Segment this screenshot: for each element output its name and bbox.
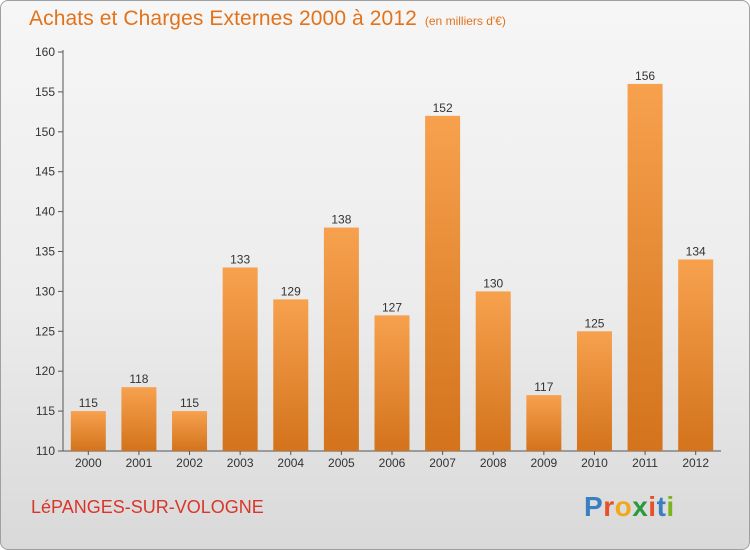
chart-title-text: Achats et Charges Externes 2000 à 2012: [29, 7, 417, 30]
bar-2008: [475, 291, 511, 451]
data-label-2001: 118: [129, 372, 148, 386]
chart-subtitle: (en milliers d'€): [424, 14, 506, 28]
data-label-2012: 134: [686, 244, 706, 258]
x-tick-label-2000: 2000: [75, 456, 102, 470]
bar-2006: [374, 315, 410, 451]
bar-2010: [576, 331, 612, 451]
x-tick-label-2008: 2008: [480, 456, 507, 470]
y-tick-label: 130: [35, 284, 55, 298]
data-label-2009: 117: [534, 380, 553, 394]
logo-letter: x: [632, 491, 649, 522]
y-tick-label: 135: [35, 245, 55, 259]
y-tick-label: 155: [35, 85, 55, 99]
y-tick-label: 145: [35, 165, 55, 179]
y-tick-label: 125: [35, 324, 55, 338]
logo-letter: o: [614, 491, 633, 522]
bar-2007: [425, 115, 461, 451]
y-tick-label: 110: [36, 444, 55, 458]
chart-bars: [70, 83, 714, 452]
logo-letter: i: [666, 491, 675, 522]
x-tick-label-2007: 2007: [429, 456, 456, 470]
x-tick-label-2011: 2011: [632, 456, 658, 470]
data-label-2010: 125: [584, 316, 604, 330]
x-tick-label-2004: 2004: [277, 456, 304, 470]
data-label-2000: 115: [79, 396, 98, 410]
data-label-2011: 156: [635, 69, 655, 83]
x-tick-label-2012: 2012: [682, 456, 709, 470]
bar-2001: [121, 387, 157, 451]
y-tick-label: 115: [36, 404, 55, 418]
x-tick-label-2001: 2001: [126, 456, 153, 470]
bar-2002: [172, 411, 208, 451]
chart-x-ticks: 2000 2001 2002 2003 2004 2005 2006 2007 2008 2009…: [75, 451, 709, 470]
data-label-2004: 129: [281, 284, 301, 298]
chart-title: Achats et Charges Externes 2000 à 2012 (e…: [29, 7, 506, 31]
x-tick-label-2002: 2002: [176, 456, 203, 470]
data-label-2002: 115: [180, 396, 199, 410]
logo-letter: r: [603, 491, 615, 522]
bar-2012: [678, 259, 714, 451]
bar-2005: [323, 227, 359, 451]
y-tick-label: 120: [35, 364, 55, 378]
x-tick-label-2003: 2003: [227, 456, 254, 470]
data-label-2006: 127: [382, 300, 402, 314]
bar-2009: [526, 395, 562, 451]
data-label-2005: 138: [331, 213, 351, 227]
logo-letter: P: [584, 491, 604, 522]
x-tick-label-2006: 2006: [379, 456, 406, 470]
x-tick-label-2009: 2009: [530, 456, 557, 470]
commune-name: LéPANGES-SUR-VOLOGNE: [31, 497, 264, 517]
x-tick-label-2010: 2010: [581, 456, 608, 470]
y-tick-label: 140: [35, 205, 55, 219]
chart-y-ticks: 110 115 120 125 130 135 140 145 150 155 160: [35, 45, 63, 458]
data-label-2008: 130: [483, 276, 503, 290]
proxiti-logo: Proxiti: [584, 491, 675, 523]
bar-2003: [222, 267, 258, 451]
bar-2000: [70, 411, 106, 451]
y-tick-label: 150: [35, 125, 55, 139]
y-tick-label: 160: [35, 45, 55, 59]
bar-2004: [273, 299, 309, 451]
logo-letter: i: [648, 491, 657, 522]
chart-data-labels: 115 118 115 133 129 138 127 152 130 117 125 156 134: [79, 69, 706, 410]
bar-2011: [627, 83, 663, 452]
x-tick-label-2005: 2005: [328, 456, 355, 470]
logo-letter: t: [656, 491, 667, 522]
data-label-2007: 152: [433, 101, 453, 115]
data-label-2003: 133: [230, 252, 250, 266]
